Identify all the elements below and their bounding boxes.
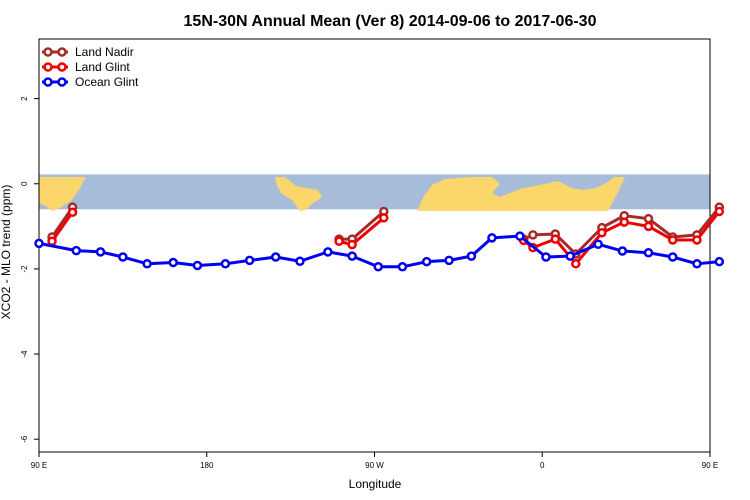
y-tick-label: 0 — [20, 181, 29, 186]
legend-label: Land Glint — [75, 60, 130, 74]
data-point — [593, 239, 603, 249]
x-axis: 90 E 180 90 W 0 90 E — [31, 452, 718, 470]
legend-marker — [57, 47, 67, 57]
data-point — [714, 206, 725, 217]
data-point — [118, 252, 128, 262]
y-axis-label: XCO2 - MLO trend (ppm) — [0, 185, 13, 320]
legend-item: Land Nadir — [42, 45, 134, 59]
data-point — [643, 247, 654, 258]
data-point — [597, 227, 607, 238]
data-point — [692, 235, 702, 245]
data-point — [421, 256, 432, 267]
legend-marker — [43, 77, 53, 87]
data-point — [192, 260, 203, 271]
series-ocean-glint — [34, 231, 725, 272]
data-point — [220, 259, 231, 269]
data-point — [667, 235, 678, 245]
data-point — [619, 217, 630, 227]
data-point — [714, 256, 725, 267]
legend-item: Land Glint — [42, 60, 130, 74]
data-point — [379, 213, 389, 223]
y-tick-label: -4 — [20, 350, 29, 358]
data-point — [397, 262, 408, 272]
world-map-strip — [39, 174, 710, 211]
data-point — [47, 236, 57, 246]
land-mass — [39, 177, 86, 211]
data-point — [643, 221, 654, 232]
data-point — [515, 231, 525, 241]
data-point — [270, 252, 281, 262]
y-axis: 2 0 -2 -4 -6 — [20, 96, 39, 443]
series-line — [50, 211, 74, 243]
data-point — [565, 251, 575, 261]
data-point — [541, 252, 551, 262]
series-line — [522, 210, 721, 266]
data-point — [692, 259, 702, 269]
data-point — [667, 252, 678, 262]
data-point — [444, 255, 454, 266]
legend-marker — [43, 62, 53, 72]
data-point — [466, 251, 477, 261]
x-axis-label: Longitude — [349, 477, 402, 491]
data-point — [295, 256, 305, 267]
x-tick-label: 90 E — [31, 461, 47, 470]
y-tick-label: 2 — [20, 96, 29, 101]
data-point — [373, 262, 383, 272]
data-point — [334, 236, 344, 246]
series-line — [522, 206, 721, 256]
data-point — [617, 246, 628, 256]
land-mass — [275, 177, 322, 211]
data-point — [71, 245, 82, 256]
legend-item: Ocean Glint — [42, 75, 139, 89]
chart-title: 15N-30N Annual Mean (Ver 8) 2014-09-06 t… — [184, 13, 597, 30]
data-point — [347, 251, 357, 261]
plot-area — [38, 38, 711, 453]
x-tick-label: 0 — [540, 461, 545, 470]
series-layer — [34, 202, 725, 272]
x-tick-label: 90 W — [365, 461, 384, 470]
legend-marker — [43, 47, 53, 57]
land-mass — [417, 177, 625, 211]
x-tick-label: 180 — [200, 461, 214, 470]
data-point — [550, 234, 561, 244]
series-line — [38, 234, 720, 269]
data-point — [571, 259, 581, 269]
data-point — [95, 247, 106, 257]
data-point — [487, 233, 497, 243]
data-point — [34, 238, 44, 249]
legend-marker — [57, 77, 67, 87]
legend-label: Ocean Glint — [75, 75, 139, 89]
y-tick-label: -2 — [20, 265, 29, 273]
legend-marker — [57, 62, 67, 72]
data-point — [168, 257, 178, 268]
y-tick-label: -6 — [20, 435, 29, 443]
legend-label: Land Nadir — [75, 45, 134, 59]
data-point — [347, 239, 357, 250]
data-point — [643, 213, 654, 224]
data-point — [528, 230, 538, 240]
data-point — [323, 247, 333, 257]
x-tick-label: 90 E — [702, 461, 718, 470]
data-point — [244, 255, 255, 266]
data-point — [67, 207, 78, 218]
data-point — [142, 259, 152, 269]
